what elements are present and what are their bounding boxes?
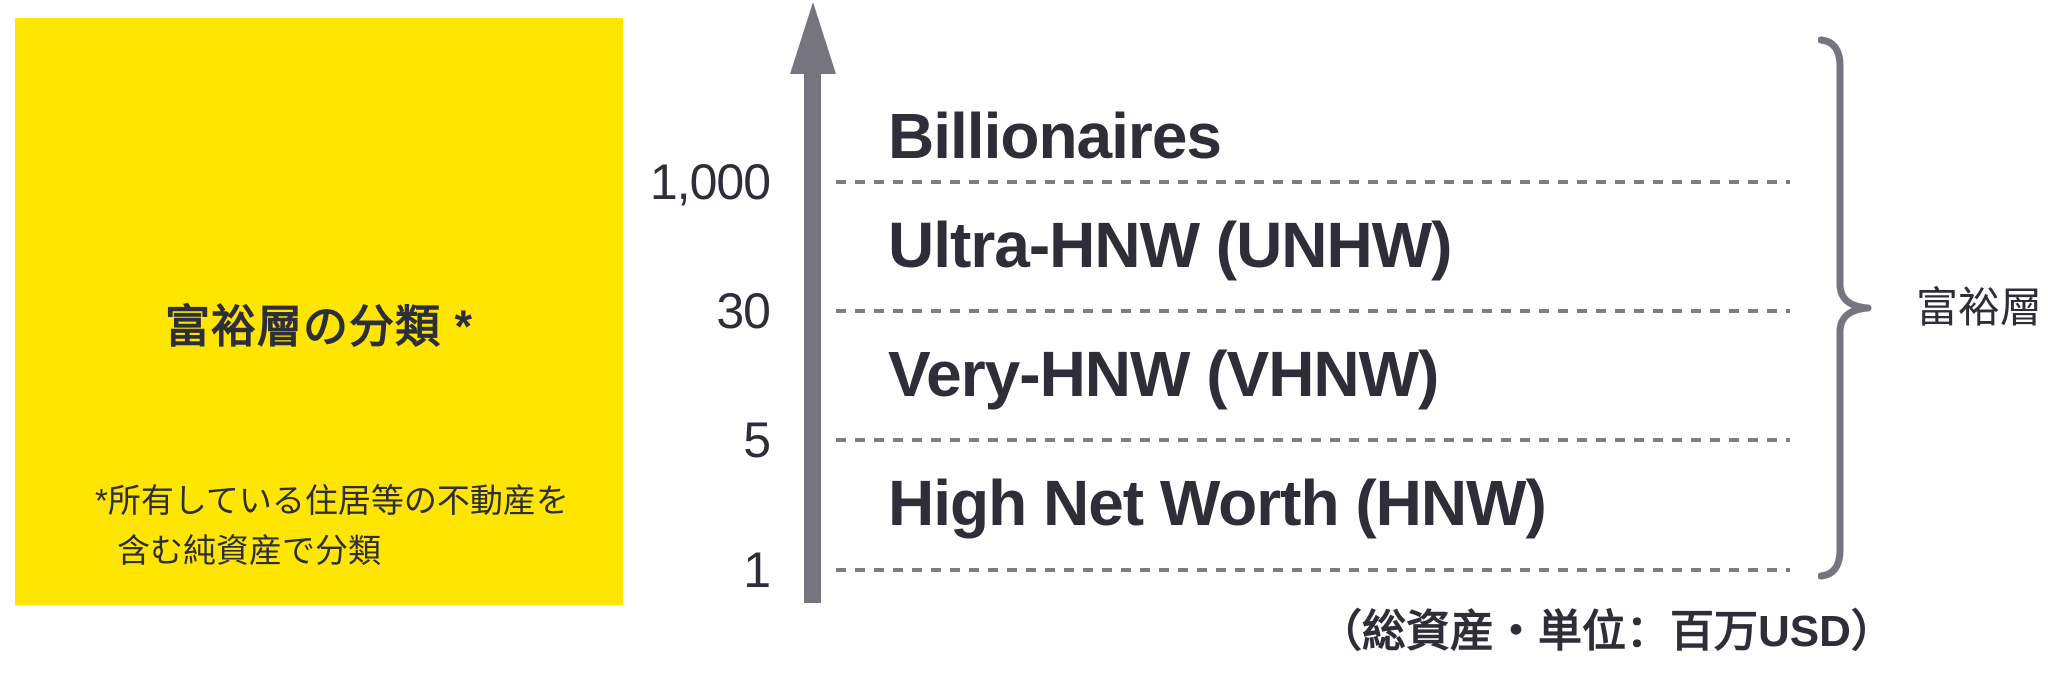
level-label-hnw: High Net Worth (HNW) — [888, 467, 1547, 539]
threshold-line-1000 — [836, 180, 1790, 184]
panel-title: 富裕層の分類 * — [164, 301, 473, 352]
threshold-line-30 — [836, 309, 1790, 313]
footnote-line-1: *所有している住居等の不動産を — [95, 482, 569, 519]
unit-caption: （総資産・単位：百万USD） — [1318, 607, 1895, 656]
level-label-billionaires: Billionaires — [888, 100, 1222, 172]
tick-label-5: 5 — [743, 412, 771, 468]
threshold-line-1 — [836, 568, 1790, 572]
tick-label-1000: 1,000 — [649, 154, 771, 210]
level-label-ultra-hnw: Ultra-HNW (UNHW) — [888, 209, 1452, 281]
level-label-very-hnw: Very-HNW (VHNW) — [888, 338, 1439, 410]
tick-label-30: 30 — [716, 283, 771, 339]
footnote-line-2: 含む純資産で分類 — [117, 532, 381, 569]
arrow-up-icon — [790, 2, 836, 74]
threshold-line-5 — [836, 438, 1790, 442]
panel-footnote: *所有している住居等の不動産を 含む純資産で分類 — [95, 476, 569, 576]
tick-label-1: 1 — [743, 542, 771, 598]
bracket-label: 富裕層 — [1916, 284, 2043, 331]
curly-brace-icon — [1818, 36, 1872, 580]
axis-line — [804, 60, 821, 603]
legend-panel: 富裕層の分類 * *所有している住居等の不動産を 含む純資産で分類 — [15, 18, 623, 605]
